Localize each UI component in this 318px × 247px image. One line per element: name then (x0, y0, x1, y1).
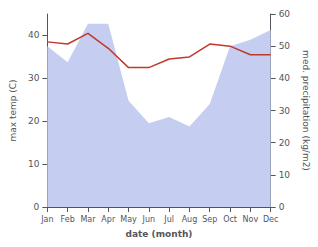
svg-text:Aug: Aug (182, 215, 198, 224)
svg-text:0: 0 (34, 202, 40, 212)
svg-text:Feb: Feb (61, 215, 75, 224)
svg-text:0: 0 (279, 202, 285, 212)
svg-text:Jul: Jul (163, 215, 174, 224)
svg-text:date (month): date (month) (126, 229, 193, 239)
svg-text:10: 10 (279, 170, 291, 180)
svg-text:Nov: Nov (243, 215, 259, 224)
svg-text:Dec: Dec (263, 215, 278, 224)
svg-text:May: May (120, 215, 137, 224)
svg-text:60: 60 (279, 9, 291, 19)
svg-text:med. precipitation (kg/m2): med. precipitation (kg/m2) (301, 50, 311, 171)
svg-text:Jun: Jun (142, 215, 156, 224)
svg-text:Mar: Mar (80, 215, 96, 224)
svg-text:40: 40 (28, 30, 40, 40)
svg-text:40: 40 (279, 73, 291, 83)
svg-text:Jan: Jan (40, 215, 53, 224)
svg-text:Sep: Sep (202, 215, 217, 224)
svg-text:20: 20 (28, 116, 40, 126)
svg-text:max temp (C): max temp (C) (8, 79, 18, 141)
svg-text:10: 10 (28, 159, 40, 169)
svg-text:50: 50 (279, 41, 291, 51)
svg-text:Oct: Oct (223, 215, 237, 224)
svg-text:30: 30 (28, 73, 40, 83)
svg-text:Apr: Apr (101, 215, 116, 224)
svg-text:20: 20 (279, 138, 291, 148)
svg-text:30: 30 (279, 106, 291, 116)
